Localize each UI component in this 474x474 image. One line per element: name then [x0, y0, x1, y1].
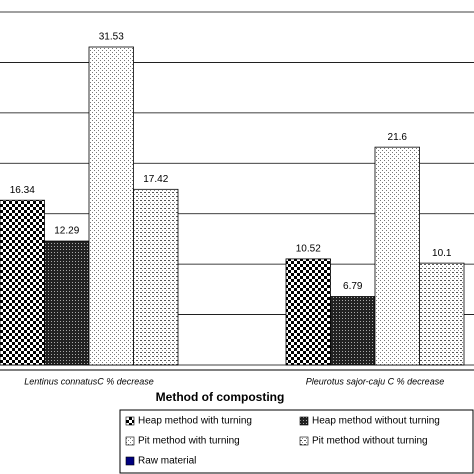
x-tick-label: Pleurotus sajor-caju C % decrease [306, 376, 444, 386]
bar [285, 258, 331, 366]
bar [88, 46, 134, 366]
legend-box [119, 409, 474, 474]
legend-label: Raw material [138, 456, 196, 467]
legend-swatch [299, 416, 309, 426]
x-axis-title: Method of composting [156, 390, 285, 404]
bar [374, 146, 420, 366]
data-label: 17.42 [143, 174, 168, 185]
legend-swatch [125, 436, 135, 446]
data-label: 12.29 [54, 226, 79, 237]
legend-label: Heap method without turning [312, 416, 440, 427]
data-label: 21.6 [388, 132, 408, 143]
legend-label: Heap method with turning [138, 416, 252, 427]
legend-swatch [125, 456, 135, 466]
legend-swatch [299, 436, 309, 446]
bar [419, 262, 465, 366]
legend-label: Pit method without turning [312, 436, 428, 447]
bar [330, 296, 376, 366]
data-label: 16.34 [10, 185, 35, 196]
bar [133, 188, 179, 366]
data-label: 10.52 [296, 244, 321, 255]
data-label: 6.79 [343, 281, 363, 292]
x-tick-label: Lentinus connatusC % decrease [24, 376, 154, 386]
data-label: 10.1 [432, 248, 452, 259]
legend-label: Pit method with turning [138, 436, 240, 447]
bar [0, 199, 45, 366]
bar [44, 240, 90, 366]
legend-swatch [125, 416, 135, 426]
data-label: 31.53 [99, 32, 124, 43]
